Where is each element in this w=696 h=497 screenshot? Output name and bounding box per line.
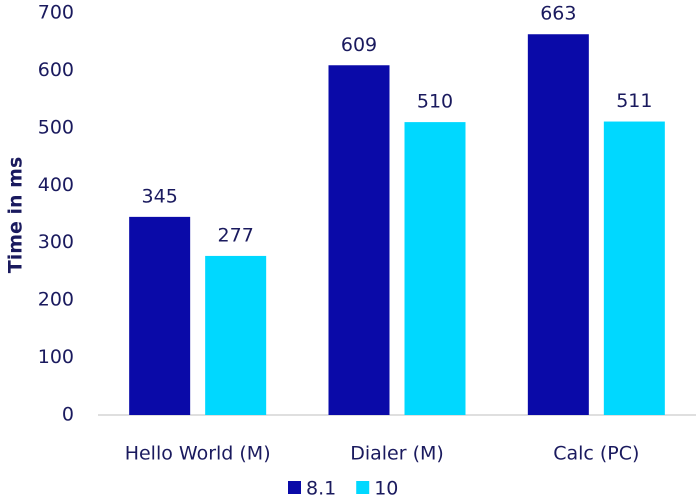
y-tick-label: 300 [38,231,74,253]
legend-swatch [356,481,370,494]
data-label: 663 [540,3,576,25]
data-label: 277 [218,224,254,246]
data-label: 345 [142,185,178,207]
data-label: 511 [616,90,652,112]
y-axis-title: Time in ms [5,157,27,274]
legend-label: 10 [374,478,398,497]
bar [205,255,267,415]
bar [527,34,589,416]
x-tick-label: Dialer (M) [350,443,444,465]
data-label: 510 [417,91,453,113]
x-tick-label: Hello World (M) [125,443,271,465]
bar [603,121,665,415]
y-tick-label: 700 [38,2,74,24]
y-tick-label: 0 [62,404,74,426]
bar [328,65,390,415]
y-tick-label: 400 [38,174,74,196]
bar [129,216,191,415]
legend-label: 8.1 [306,478,336,497]
y-tick-label: 600 [38,59,74,81]
x-tick-label: Calc (PC) [553,443,639,465]
bar [404,122,466,415]
y-tick-label: 500 [38,116,74,138]
data-label: 609 [341,34,377,56]
y-tick-label: 200 [38,289,74,311]
y-tick-label: 100 [38,346,74,368]
legend-swatch [288,481,301,494]
